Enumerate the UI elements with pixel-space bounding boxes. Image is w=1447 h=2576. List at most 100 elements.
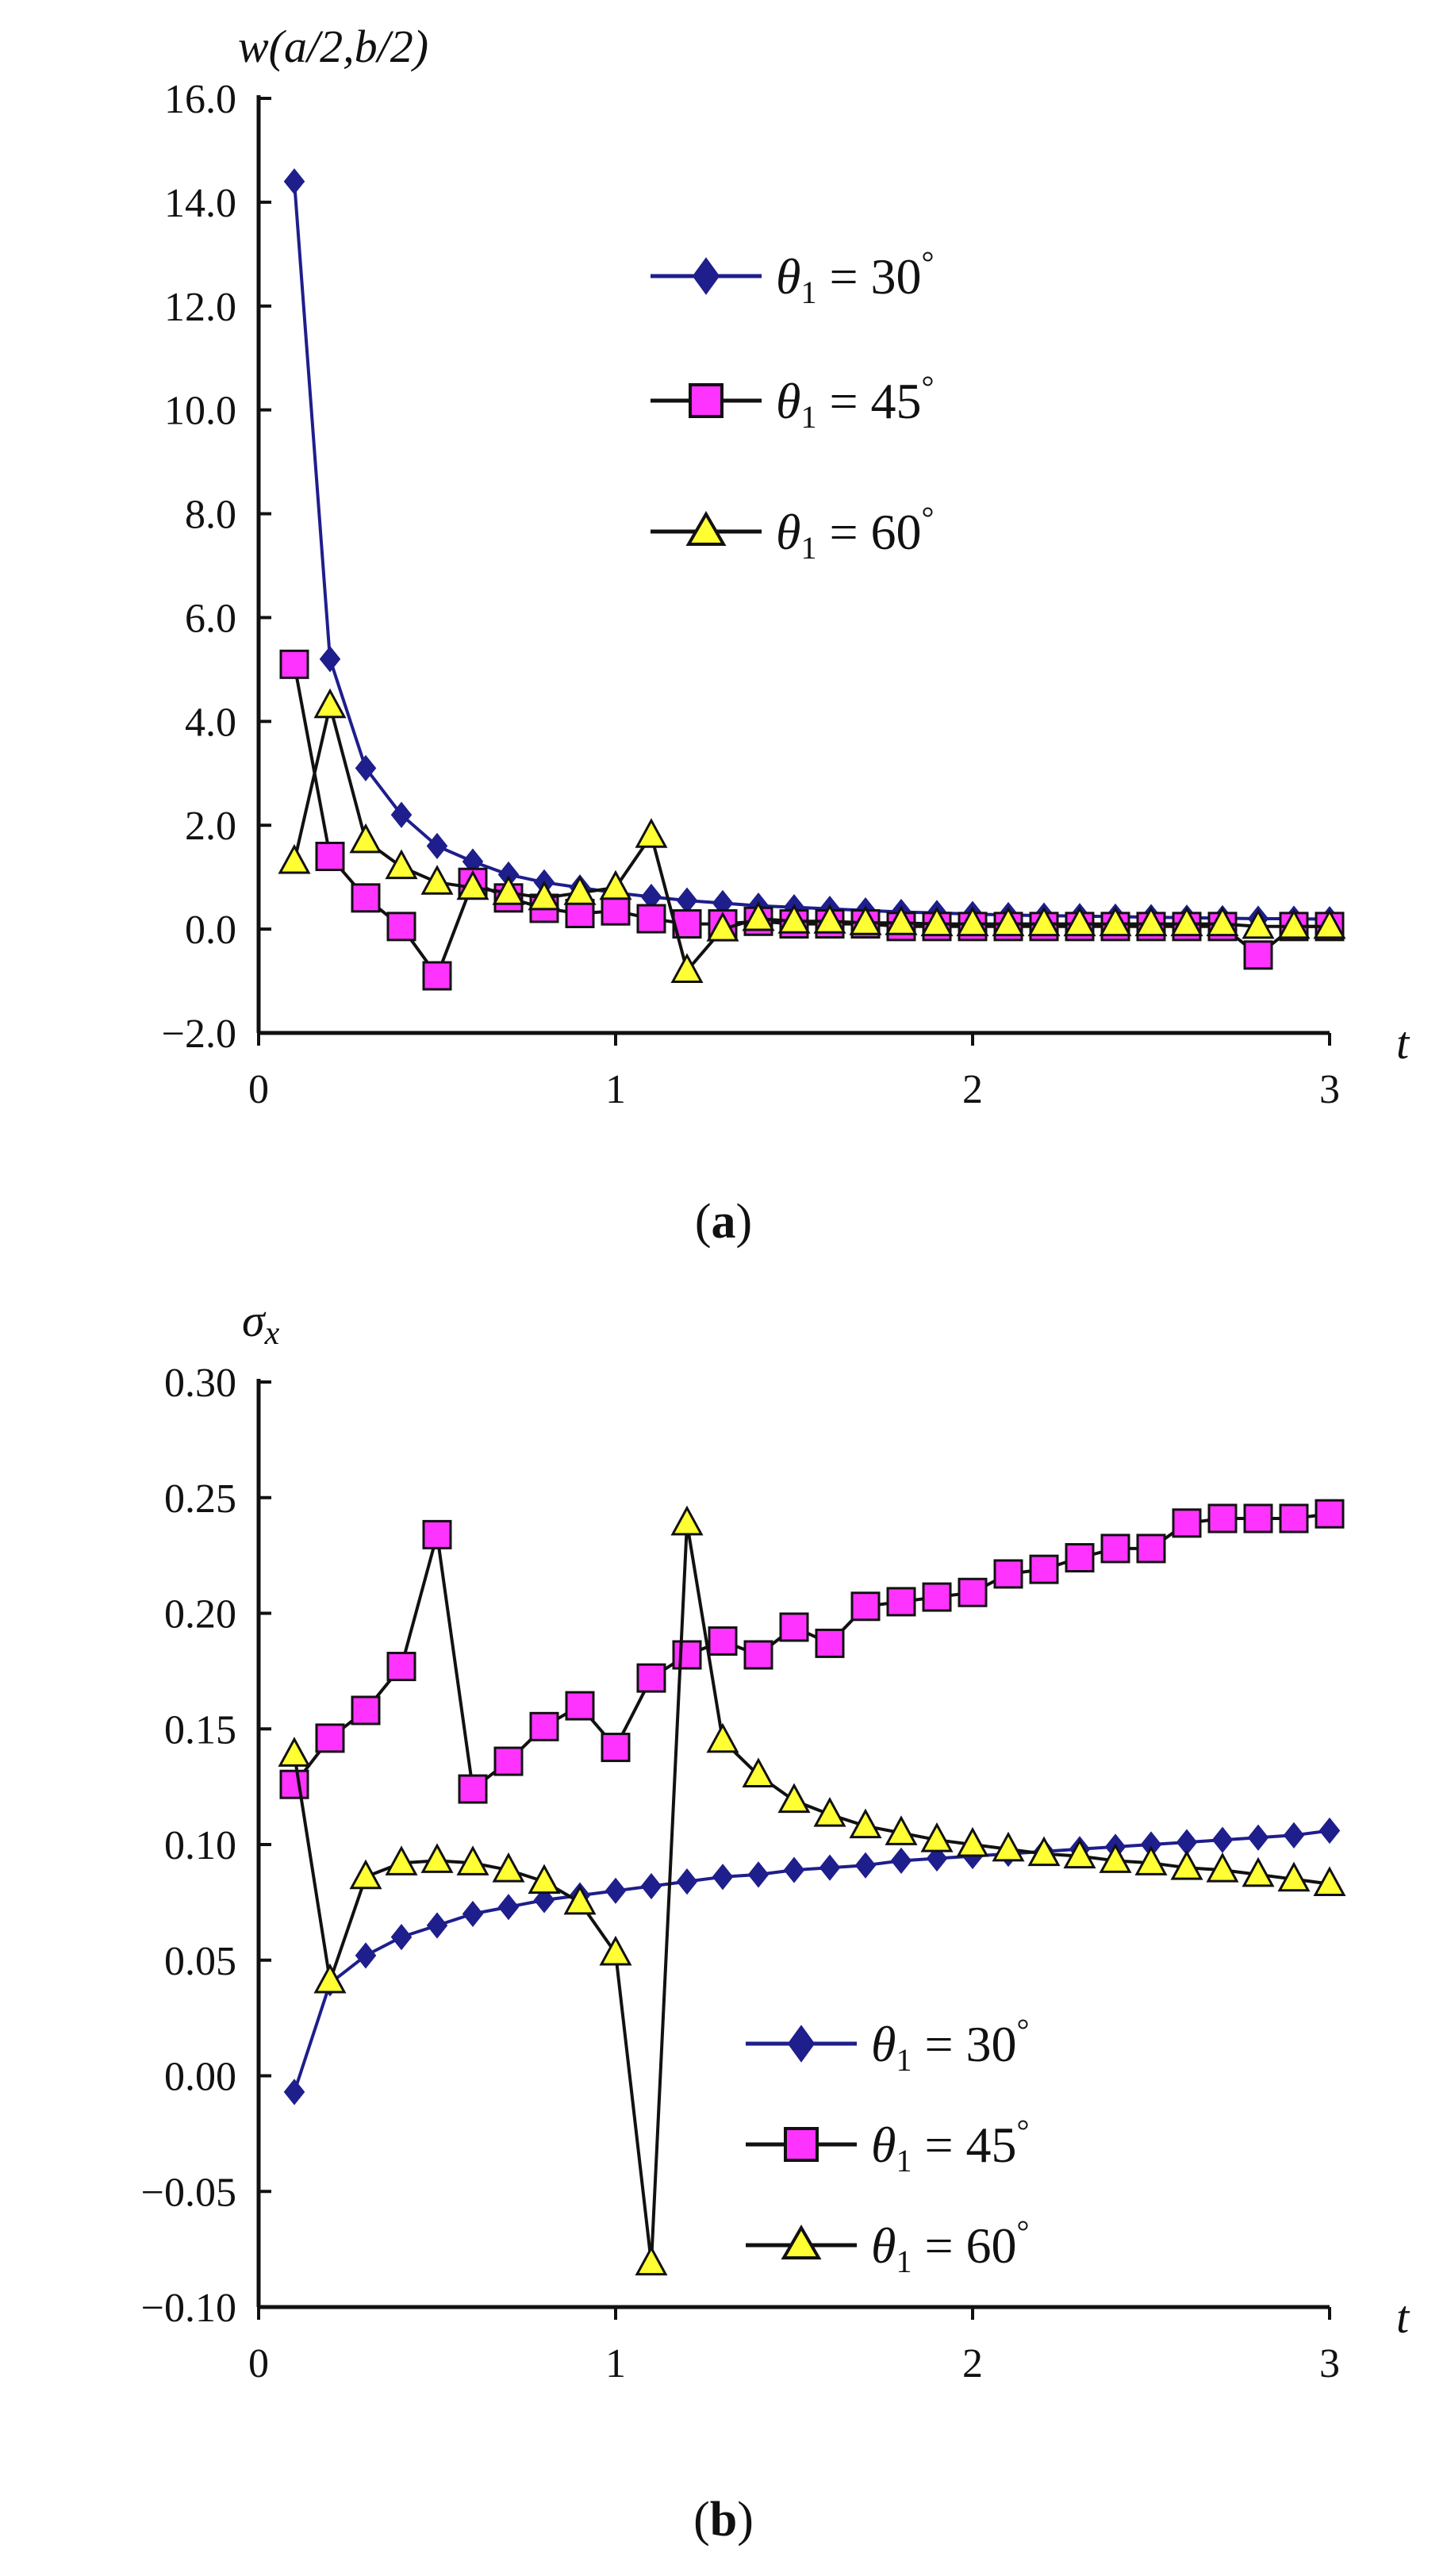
series-triangle [278, 1505, 1346, 2276]
data-point-square [422, 961, 452, 991]
panel-a: w(a/2,b/2) t 16.014.012.010.08.06.04.02.… [162, 21, 1411, 1249]
data-point-diamond [926, 1845, 948, 1872]
data-point-triangle [599, 870, 632, 900]
data-point-triangle [563, 1884, 597, 1915]
data-point-triangle [420, 865, 454, 895]
data-point-triangle [1063, 906, 1096, 937]
data-point-diamond [319, 646, 341, 673]
data-point-triangle [956, 1826, 989, 1857]
legend-label: θ1 = 30° [776, 244, 935, 310]
data-point-triangle [528, 1864, 561, 1895]
y-tick-label: 0.15 [164, 1707, 236, 1753]
panel-a-series [278, 168, 1346, 991]
data-point-triangle [813, 1796, 846, 1827]
data-point-square [529, 1711, 559, 1741]
data-point-diamond [426, 1912, 448, 1939]
y-tick-label: 12.0 [164, 285, 236, 330]
data-point-triangle [278, 1737, 311, 1767]
data-point-diamond [355, 754, 377, 781]
data-point-square [1065, 1543, 1095, 1573]
legend-label: θ1 = 60° [871, 2213, 1030, 2279]
data-point-square [922, 1582, 952, 1612]
data-point-square [351, 1695, 381, 1726]
data-point-diamond [854, 1852, 877, 1879]
data-point-triangle [885, 905, 918, 935]
data-point-triangle [1170, 906, 1203, 937]
data-point-square [1172, 1508, 1202, 1538]
data-point-triangle [1099, 906, 1132, 937]
data-point-triangle [349, 1859, 382, 1890]
y-tick-label: 0.30 [164, 1361, 236, 1406]
data-point-triangle [849, 1808, 882, 1839]
panel-b: σx t 0.30 0.25 0.20 0.15 0.10 0.05 0.00 −0.05 −0… [141, 1295, 1411, 2547]
data-point-triangle [563, 875, 597, 905]
data-point-square [886, 1587, 916, 1617]
y-tick-label: −0.05 [141, 2170, 236, 2215]
data-point-diamond [283, 168, 305, 195]
data-point-triangle [742, 1757, 775, 1788]
data-point-triangle [1063, 1838, 1096, 1869]
data-point-triangle [349, 823, 382, 854]
data-point-triangle [777, 904, 811, 934]
y-tick-label: 0.10 [164, 1823, 236, 1868]
data-point-triangle [1242, 908, 1275, 939]
data-point-triangle [1206, 1852, 1239, 1883]
y-tick-label: 4.0 [185, 700, 236, 745]
data-point-diamond [712, 1864, 734, 1891]
data-point-triangle [1313, 1866, 1346, 1897]
data-point-diamond [1247, 1824, 1269, 1851]
data-point-square [636, 904, 666, 934]
data-point-diamond [890, 1847, 912, 1875]
x-tick-label: 0 [248, 2341, 269, 2386]
x-tick-label: 2 [962, 2341, 983, 2386]
data-point-diamond [462, 1900, 484, 1928]
data-point-triangle [670, 1505, 704, 1536]
legend-marker-square [689, 383, 724, 418]
data-point-square [672, 1640, 702, 1670]
data-point-triangle [1170, 1850, 1203, 1880]
y-tick-label: 14.0 [164, 181, 236, 226]
data-point-diamond [605, 1877, 627, 1904]
legend-label: θ1 = 45° [776, 369, 935, 435]
data-point-triangle [1099, 1843, 1132, 1873]
data-point-diamond [1283, 1822, 1305, 1849]
data-point-triangle [456, 870, 489, 900]
data-point-diamond [390, 801, 413, 828]
data-point-square [815, 1628, 845, 1658]
panel-a-x-axis-title: t [1396, 1017, 1411, 1069]
data-point-square [315, 1723, 345, 1753]
x-tick-label: 3 [1319, 1067, 1340, 1112]
data-point-triangle [1242, 1856, 1275, 1887]
legend-marker-diamond [787, 2025, 816, 2063]
data-point-diamond [783, 1856, 805, 1883]
series-triangle [278, 688, 1346, 983]
data-point-square [386, 1652, 416, 1682]
data-point-triangle [420, 1843, 454, 1873]
legend-marker-square [784, 2127, 819, 2162]
data-point-triangle [706, 911, 739, 942]
data-point-diamond [283, 2079, 305, 2106]
data-point-triangle [1027, 906, 1061, 937]
legend-label: θ1 = 30° [871, 2012, 1030, 2078]
legend-entry-theta-30: θ1 = 30° [746, 2012, 1030, 2078]
x-tick-label: 2 [962, 1067, 983, 1112]
panel-b-y-axis-title: σx [242, 1295, 280, 1352]
data-point-triangle [492, 875, 525, 905]
data-point-triangle [1134, 1845, 1168, 1875]
data-point-square [1279, 1503, 1309, 1534]
data-point-square [708, 1626, 738, 1656]
panel-b-series [278, 1499, 1346, 2276]
data-point-diamond [497, 1894, 520, 1921]
panel-b-legend: θ1 = 30° θ1 = 45° θ1 = 60° [746, 2012, 1030, 2279]
data-point-square [1136, 1534, 1166, 1564]
panel-a-x-ticks: 0 1 2 3 [248, 1033, 1340, 1112]
data-point-triangle [278, 843, 311, 874]
y-tick-label: −0.10 [141, 2286, 236, 2331]
y-tick-label: 6.0 [185, 596, 236, 641]
data-point-square [1100, 1534, 1130, 1564]
panel-a-y-ticks: 16.0 14.0 12.0 10.0 8.0 6.0 4.0 2.0 0.0 −2.0 [162, 77, 271, 1057]
legend-label: θ1 = 60° [776, 500, 935, 566]
legend-marker-triangle [781, 2225, 822, 2259]
x-tick-label: 1 [605, 2341, 626, 2386]
data-point-triangle [849, 905, 882, 935]
